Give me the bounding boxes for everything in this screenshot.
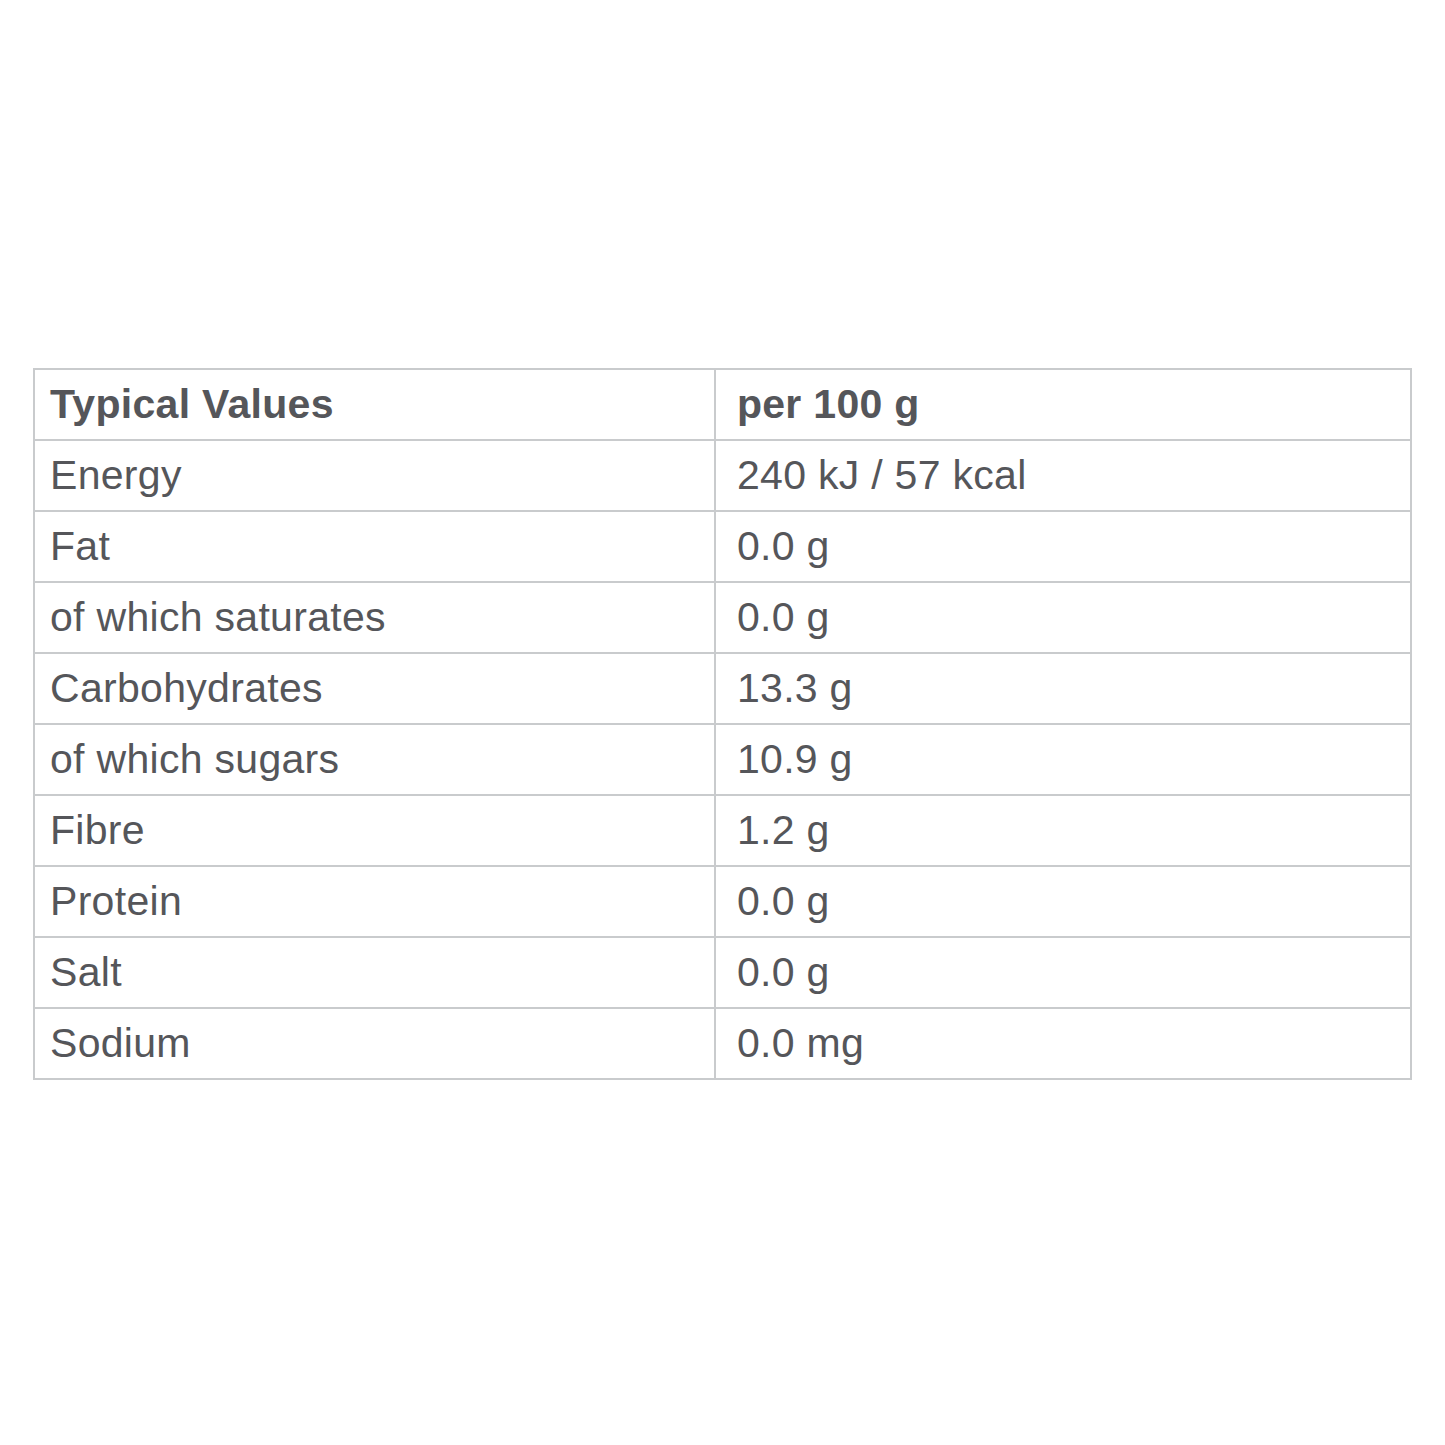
row-value: 0.0 mg xyxy=(715,1008,1411,1079)
row-label: Energy xyxy=(34,440,715,511)
row-label: Fibre xyxy=(34,795,715,866)
table-row-salt: Salt 0.0 g xyxy=(34,937,1411,1008)
table-row-fat: Fat 0.0 g xyxy=(34,511,1411,582)
table-header-row: Typical Values per 100 g xyxy=(34,369,1411,440)
row-value: 240 kJ / 57 kcal xyxy=(715,440,1411,511)
row-label: Protein xyxy=(34,866,715,937)
row-value: 1.2 g xyxy=(715,795,1411,866)
header-typical-values: Typical Values xyxy=(34,369,715,440)
row-value: 0.0 g xyxy=(715,866,1411,937)
table-row-sodium: Sodium 0.0 mg xyxy=(34,1008,1411,1079)
table-row-energy: Energy 240 kJ / 57 kcal xyxy=(34,440,1411,511)
row-label: of which saturates xyxy=(34,582,715,653)
row-label: Sodium xyxy=(34,1008,715,1079)
table-row-fibre: Fibre 1.2 g xyxy=(34,795,1411,866)
nutrition-table: Typical Values per 100 g Energy 240 kJ /… xyxy=(33,368,1412,1080)
row-label: Fat xyxy=(34,511,715,582)
row-value: 0.0 g xyxy=(715,582,1411,653)
row-value: 0.0 g xyxy=(715,937,1411,1008)
row-label: Salt xyxy=(34,937,715,1008)
row-label: Carbohydrates xyxy=(34,653,715,724)
page-canvas: Typical Values per 100 g Energy 240 kJ /… xyxy=(0,0,1445,1445)
row-label: of which sugars xyxy=(34,724,715,795)
row-value: 13.3 g xyxy=(715,653,1411,724)
table-row-carbohydrates: Carbohydrates 13.3 g xyxy=(34,653,1411,724)
row-value: 0.0 g xyxy=(715,511,1411,582)
table-row-sugars: of which sugars 10.9 g xyxy=(34,724,1411,795)
row-value: 10.9 g xyxy=(715,724,1411,795)
header-per-100g: per 100 g xyxy=(715,369,1411,440)
table-row-protein: Protein 0.0 g xyxy=(34,866,1411,937)
table-row-saturates: of which saturates 0.0 g xyxy=(34,582,1411,653)
